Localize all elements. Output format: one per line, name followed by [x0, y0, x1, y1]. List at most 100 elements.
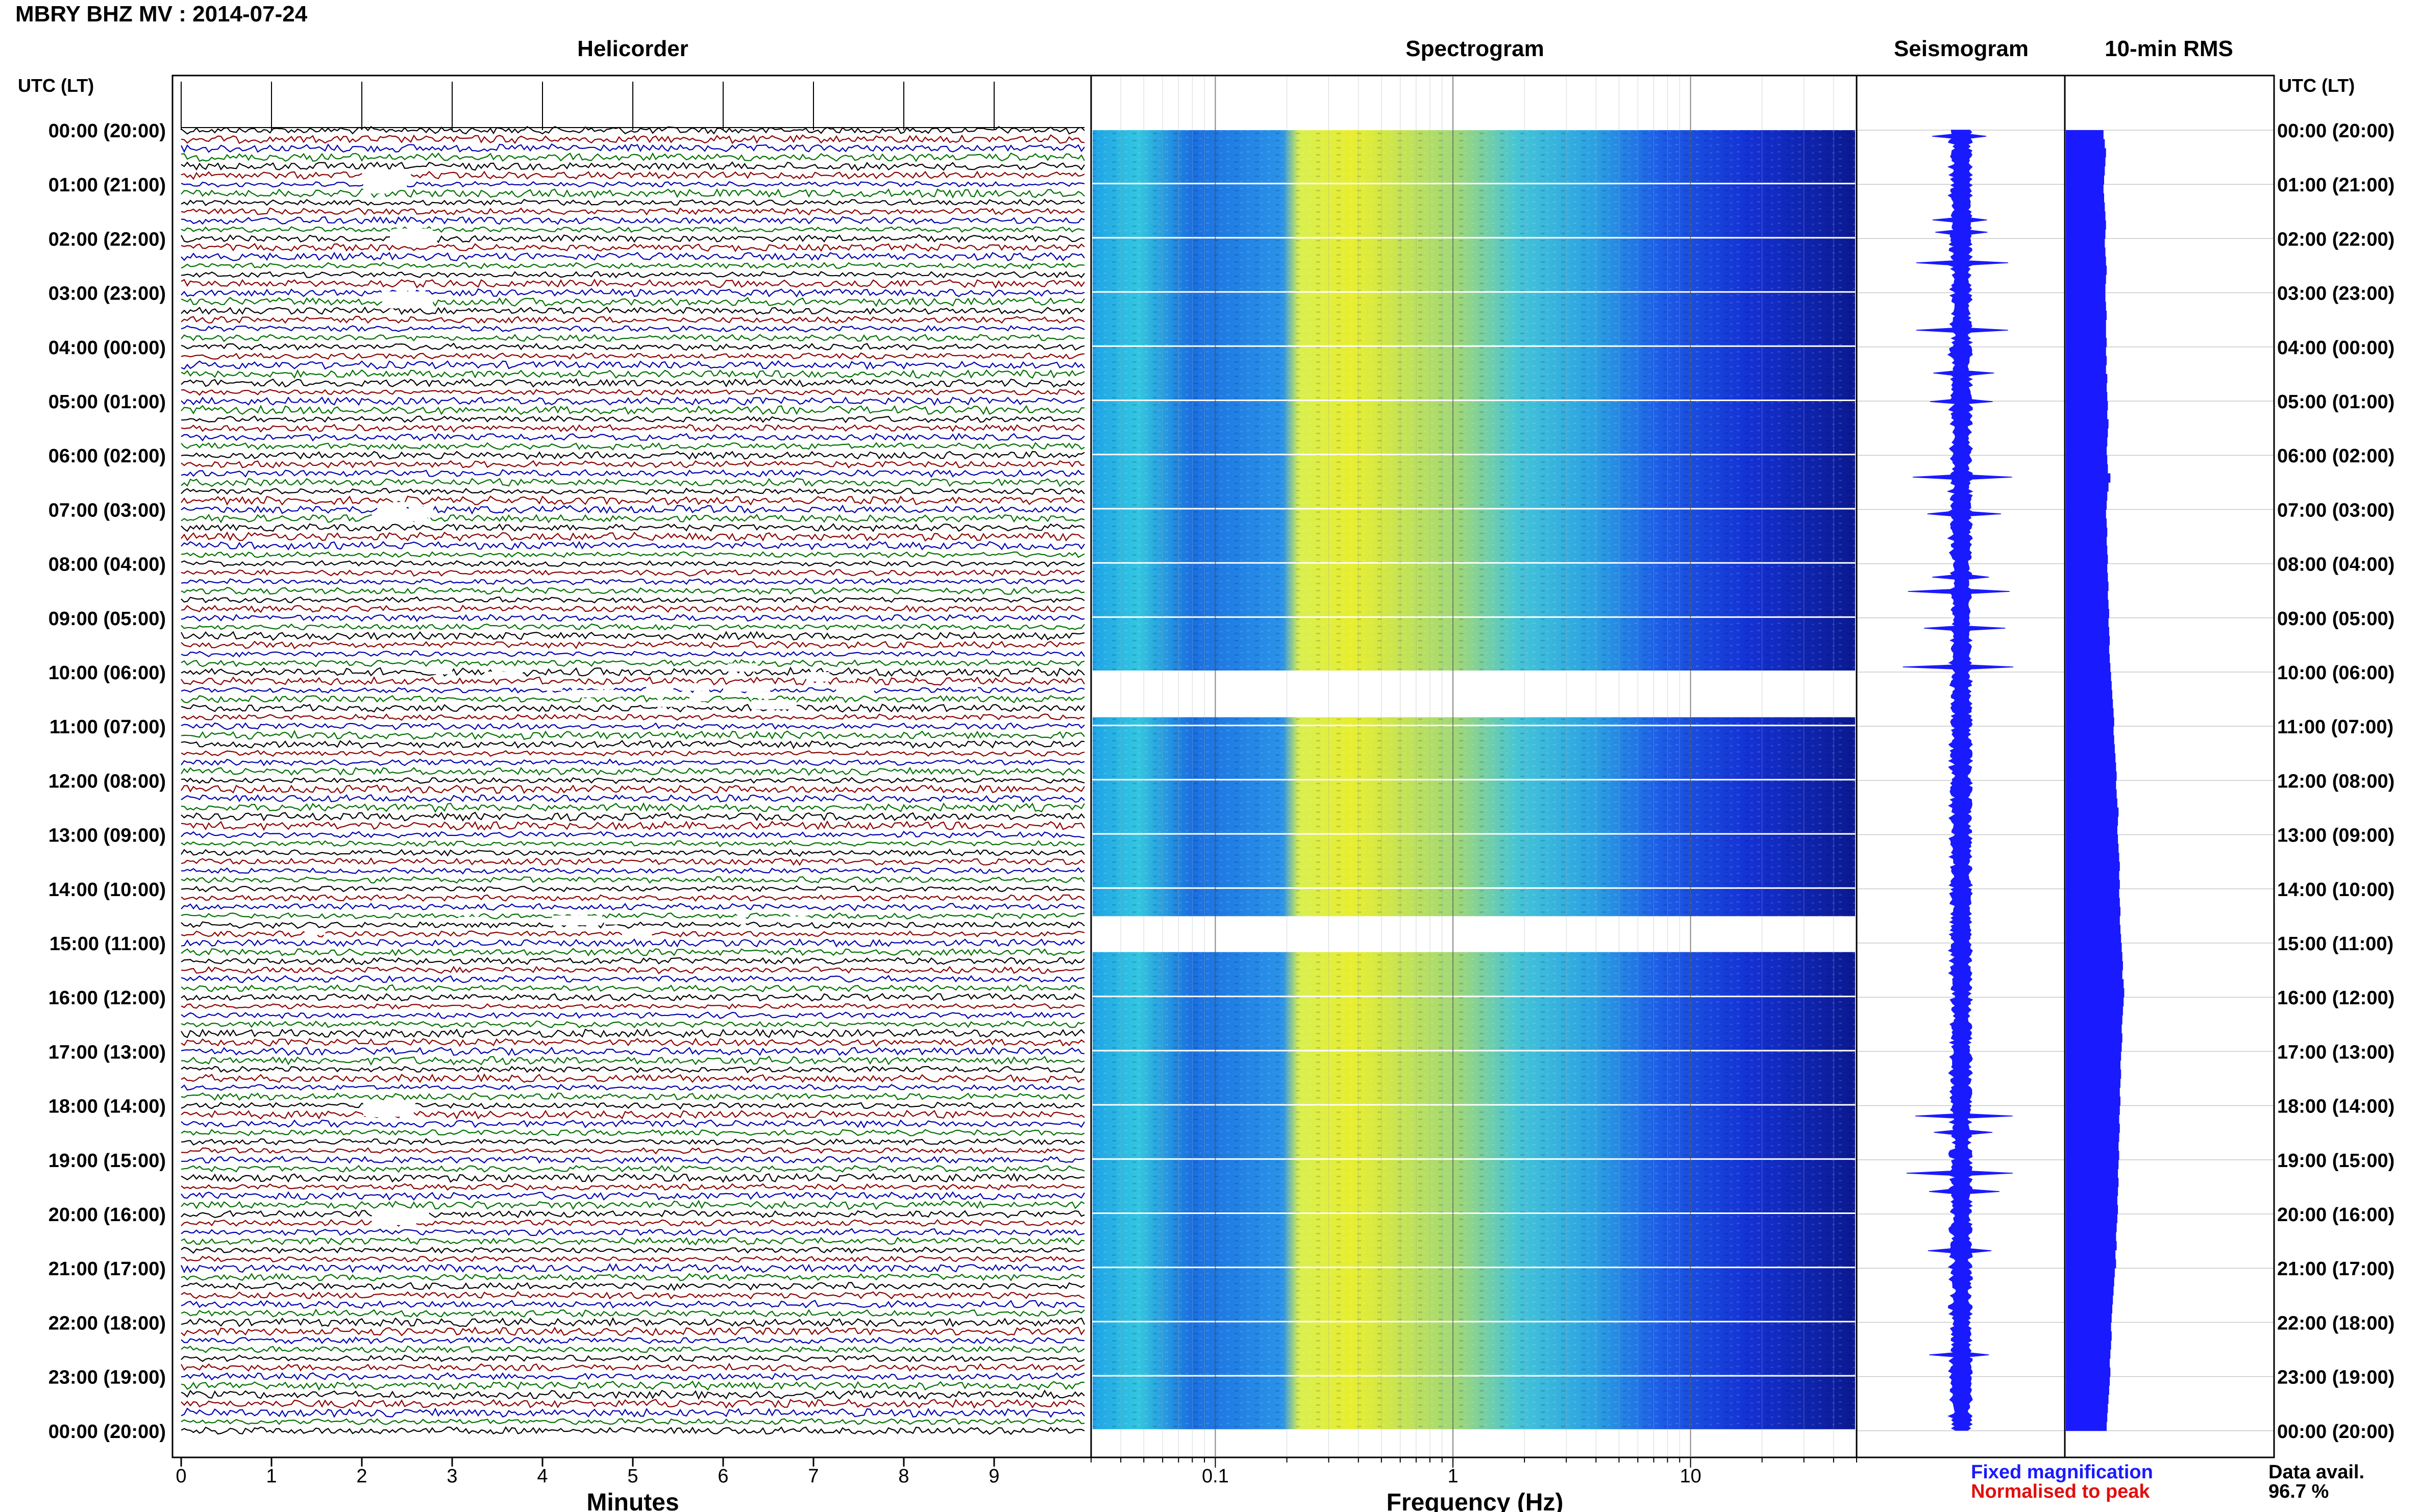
- spectrogram-texture: [1093, 536, 1855, 546]
- rms-bar: [2066, 654, 2110, 663]
- legend-fixed-magnification: Fixed magnification: [1971, 1461, 2153, 1483]
- time-label-left: 19:00 (15:00): [48, 1150, 166, 1172]
- helicorder-trace: [181, 686, 1085, 694]
- rms-bar: [2066, 238, 2105, 248]
- rms-bar: [2066, 1313, 2112, 1323]
- spectrogram-texture: [1093, 1241, 1855, 1251]
- helicorder-trace: [181, 424, 1085, 433]
- time-label-left: 03:00 (23:00): [48, 283, 166, 305]
- helicorder-trace: [181, 451, 1085, 460]
- helicorder-trace: [181, 523, 1085, 532]
- helicorder-trace: [181, 1164, 1085, 1173]
- spectrogram-texture: [1093, 428, 1855, 438]
- helicorder-gap: [952, 682, 978, 689]
- rms-bar: [2066, 202, 2105, 212]
- helicorder-panel: [171, 75, 1092, 1458]
- time-label-left: 22:00 (18:00): [48, 1312, 166, 1334]
- helicorder-trace: [181, 1300, 1085, 1309]
- spectrogram-texture: [1093, 834, 1855, 844]
- time-label-right: 23:00 (19:00): [2277, 1367, 2395, 1389]
- rms-bar: [2066, 1105, 2120, 1115]
- frequency-tick-label: 10: [1680, 1466, 1701, 1487]
- rms-bar: [2066, 509, 2106, 519]
- helicorder-gap: [372, 1213, 394, 1222]
- spectrogram-texture: [1093, 482, 1855, 492]
- time-label-left: 08:00 (04:00): [48, 554, 166, 576]
- right-time-axis-label: UTC (LT): [2279, 75, 2355, 96]
- rms-bar: [2066, 1340, 2111, 1350]
- helicorder-trace: [181, 1380, 1085, 1391]
- helicorder-trace: [181, 478, 1085, 487]
- spectrogram-panel: [1090, 75, 1858, 1458]
- helicorder-trace: [181, 271, 1085, 279]
- rms-bar: [2066, 275, 2106, 284]
- spectrogram-texture: [1093, 1286, 1855, 1296]
- helicorder-gap: [389, 229, 406, 236]
- rms-bar: [2066, 518, 2107, 528]
- rms-bar: [2066, 1024, 2122, 1034]
- rms-bar: [2066, 582, 2109, 591]
- helicorder-trace: [181, 750, 1085, 757]
- minutes-axis: 0 1 2 3 4 5 6 7 8 9: [176, 1457, 1000, 1487]
- spectrogram-texture: [1093, 1349, 1855, 1359]
- time-label-left: 14:00 (10:00): [48, 879, 166, 901]
- rms-bar: [2066, 744, 2115, 754]
- spectrogram-texture: [1093, 1205, 1855, 1214]
- helicorder-trace: [181, 1354, 1085, 1362]
- rms-bar: [2066, 563, 2108, 573]
- helicorder-trace: [181, 495, 1085, 506]
- spectrogram-texture: [1093, 464, 1855, 474]
- helicorder-trace: [181, 134, 1085, 144]
- rms-bar: [2066, 1169, 2118, 1178]
- rms-bar: [2066, 1331, 2112, 1341]
- rms-bar: [2066, 861, 2120, 871]
- rms-bar: [2066, 1132, 2119, 1142]
- helicorder-trace: [181, 794, 1085, 803]
- rms-bar: [2066, 1124, 2120, 1133]
- rms-bar: [2066, 491, 2108, 501]
- helicorder-trace: [181, 207, 1085, 216]
- helicorder-trace: [181, 840, 1085, 848]
- helicorder-trace: [181, 1372, 1085, 1381]
- minute-tick-label: 7: [808, 1466, 819, 1487]
- helicorder-trace: [181, 766, 1085, 776]
- spectrogram-texture: [1093, 1015, 1855, 1025]
- spectrogram-texture: [1093, 1295, 1855, 1305]
- spectrogram-texture: [1093, 392, 1855, 402]
- spectrogram-texture: [1093, 807, 1855, 817]
- spectrogram-texture: [1093, 1250, 1855, 1259]
- time-label-right: 16:00 (12:00): [2277, 987, 2395, 1009]
- helicorder-gap: [622, 931, 652, 938]
- spectrogram-texture: [1093, 220, 1855, 230]
- helicorder-trace: [181, 1246, 1084, 1254]
- rms-bar: [2066, 292, 2106, 302]
- helicorder-trace: [181, 404, 1084, 415]
- rms-bar: [2066, 1186, 2118, 1196]
- helicorder-gap: [484, 672, 523, 678]
- spectrogram-texture: [1093, 717, 1855, 727]
- rms-bar: [2066, 1268, 2115, 1278]
- helicorder-trace: [181, 912, 1085, 920]
- helicorder-trace: [181, 143, 1085, 153]
- spectrogram-texture: [1093, 1178, 1855, 1187]
- helicorder-trace: [181, 226, 1085, 233]
- spectrogram-texture: [1093, 1105, 1855, 1115]
- helicorder-trace: [181, 188, 1085, 199]
- helicorder-trace: [181, 1129, 1085, 1137]
- spectrogram-texture: [1093, 1132, 1855, 1142]
- spectrogram-texture: [1093, 374, 1855, 384]
- rms-bar: [2066, 527, 2108, 537]
- helicorder-trace: [181, 181, 1085, 188]
- spectrogram-texture: [1093, 193, 1855, 203]
- rms-bar: [2066, 1304, 2112, 1314]
- spectrogram-texture: [1093, 898, 1855, 907]
- rms-bar: [2066, 311, 2107, 320]
- helicorder-trace: [181, 369, 1085, 379]
- time-label-right: 13:00 (09:00): [2277, 825, 2395, 847]
- spectrogram-texture: [1093, 888, 1855, 898]
- spectrogram-texture: [1093, 609, 1855, 618]
- rms-bar: [2066, 319, 2106, 329]
- helicorder-trace: [181, 650, 1085, 658]
- helicorder-gap: [646, 684, 674, 695]
